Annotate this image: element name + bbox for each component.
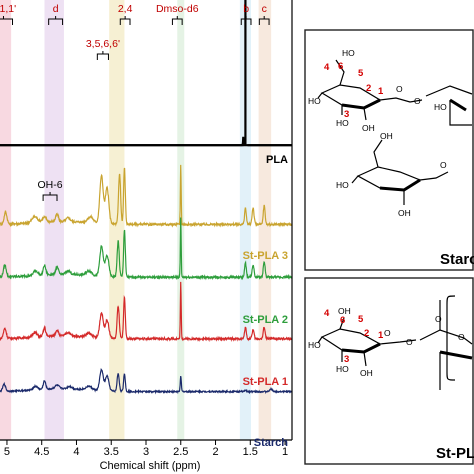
series-line-st-pla-3: [0, 164, 293, 228]
band-0: [0, 0, 12, 440]
series-label-st-pla-3: St-PLA 3: [243, 250, 288, 262]
svg-text:4: 4: [324, 308, 330, 319]
series-line-st-pla-2: [0, 217, 292, 281]
series-label-pla: PLA: [266, 154, 288, 166]
peak-label-3: Dmso-d6: [156, 3, 199, 15]
starch-structure-box: [304, 29, 474, 271]
svg-text:O: O: [458, 332, 465, 342]
peak-annotations: a,1,1' d 2,4 Dmso-d6 b c 3,5,6,6' OH-6: [0, 3, 270, 201]
svg-text:HO: HO: [434, 102, 447, 112]
peak-label-6: 3,5,6,6': [86, 38, 120, 50]
series-line-starch: [0, 367, 293, 395]
series-label-st-pla-1: St-PLA 1: [243, 376, 288, 388]
peak-bracket-1: [48, 16, 64, 25]
svg-text:1: 1: [378, 330, 384, 341]
svg-text:2: 2: [366, 83, 371, 94]
series-labels: PLA St-PLA 3 St-PLA 2 St-PLA 1 Starch: [243, 154, 289, 449]
series-label-starch: Starch: [254, 437, 289, 449]
svg-text:3: 3: [344, 354, 349, 365]
peak-label-1: d: [53, 3, 59, 15]
svg-text:2: 2: [364, 328, 369, 339]
spectra: [0, 0, 293, 395]
peak-label-0: a,1,1': [0, 3, 16, 15]
st-pla-structure: [317, 295, 473, 390]
x-tick-label-7: 1.5: [243, 446, 258, 458]
x-tick-label-5: 2.5: [173, 446, 188, 458]
svg-text:6: 6: [340, 315, 345, 326]
x-axis-label: Chemical shift (ppm): [100, 460, 201, 472]
svg-text:OH: OH: [338, 306, 351, 316]
st-pla-label: St-PLA: [436, 445, 474, 462]
band-5: [258, 0, 272, 440]
peak-bracket-4: [240, 16, 252, 25]
peak-label-7: OH-6: [38, 179, 63, 191]
svg-text:6: 6: [338, 61, 343, 72]
highlight-bands: [0, 0, 272, 440]
starch-structure: [317, 59, 473, 205]
st-pla-atoms: OH O HO HO OH O O O 4 5 1 2 3 6: [308, 306, 465, 378]
svg-text:OH: OH: [362, 123, 375, 133]
nmr-spectrum-chart: a,1,1' d 2,4 Dmso-d6 b c 3,5,6,6' OH-6 5 4.5 4 3.5…: [0, 0, 293, 472]
peak-label-4: b: [243, 3, 249, 15]
x-tick-label-8: 1: [282, 446, 288, 458]
svg-text:OH: OH: [398, 208, 411, 218]
svg-text:O: O: [435, 314, 442, 324]
peak-bracket-6: [96, 51, 109, 60]
peak-bracket-0: [0, 16, 14, 25]
starch-label: Starch: [440, 251, 474, 268]
svg-text:4: 4: [324, 62, 330, 73]
svg-text:1: 1: [378, 86, 384, 97]
pla-baseline: [0, 144, 292, 147]
x-tick-label-2: 4: [73, 446, 79, 458]
svg-text:OH: OH: [380, 131, 393, 141]
svg-text:OH: OH: [360, 368, 373, 378]
svg-text:5: 5: [358, 68, 364, 79]
svg-text:O: O: [396, 84, 403, 94]
x-tick-label-1: 4.5: [34, 446, 49, 458]
svg-text:HO: HO: [308, 96, 321, 106]
st-pla-structure-box: [304, 277, 474, 465]
svg-text:HO: HO: [336, 180, 349, 190]
starch-atoms: HO HO HO OH O O HO OH HO OH O 4 6 5 1 2 …: [308, 48, 447, 218]
x-tick-label-0: 5: [4, 446, 10, 458]
svg-text:HO: HO: [342, 48, 355, 58]
x-axis: 5 4.5 4 3.5 3 2.5 2 1.5 1: [0, 0, 293, 458]
series-label-st-pla-2: St-PLA 2: [243, 314, 288, 326]
svg-text:O: O: [440, 160, 447, 170]
band-4: [239, 0, 251, 440]
svg-text:HO: HO: [336, 118, 349, 128]
peak-bracket-3: [171, 16, 183, 25]
peak-bracket-2: [119, 16, 131, 25]
peak-bracket-7: [42, 192, 58, 201]
svg-text:O: O: [414, 96, 421, 106]
x-tick-label-4: 3: [143, 446, 149, 458]
x-tick-label-3: 3.5: [104, 446, 119, 458]
svg-text:O: O: [384, 328, 391, 338]
svg-text:3: 3: [344, 109, 349, 120]
peak-label-2: 2,4: [118, 3, 133, 15]
svg-text:HO: HO: [308, 340, 321, 350]
svg-text:HO: HO: [336, 364, 349, 374]
structure-panel: HO HO HO OH O O HO OH HO OH O 4 6 5 1 2 …: [304, 29, 474, 465]
peak-label-5: c: [262, 3, 267, 15]
peak-bracket-5: [258, 16, 270, 25]
svg-text:O: O: [406, 337, 413, 347]
series-line-st-pla-1: [0, 281, 293, 343]
svg-text:5: 5: [358, 314, 364, 325]
x-tick-label-6: 2: [212, 446, 218, 458]
